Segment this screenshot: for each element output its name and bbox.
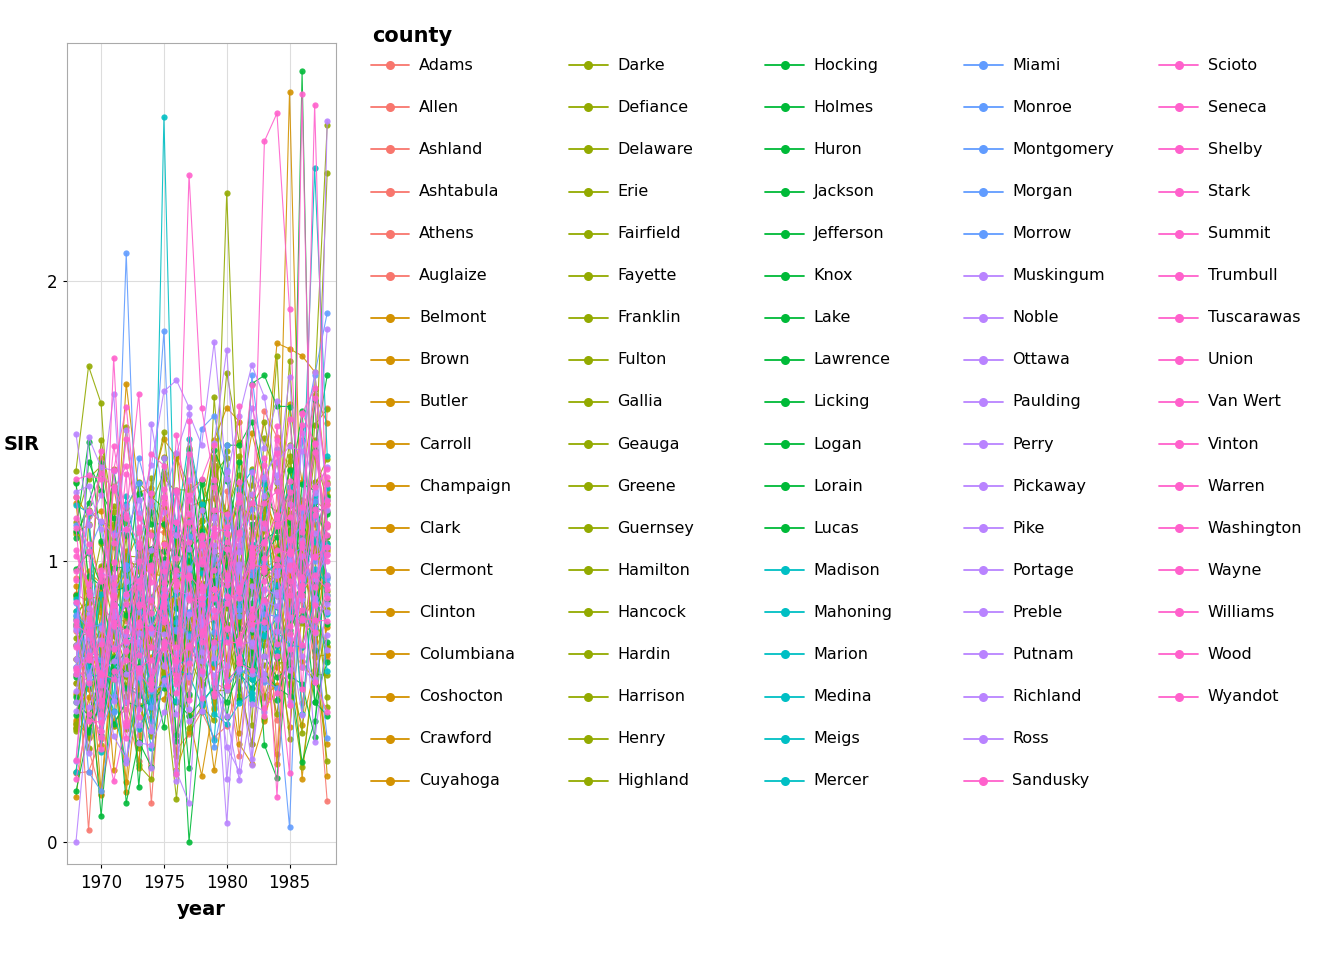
- Text: Fairfield: Fairfield: [617, 227, 681, 241]
- Text: Adams: Adams: [419, 58, 473, 73]
- Text: Harrison: Harrison: [617, 689, 685, 704]
- Text: Athens: Athens: [419, 227, 474, 241]
- Text: Trumbull: Trumbull: [1208, 268, 1277, 283]
- Text: Greene: Greene: [617, 479, 676, 493]
- Text: Highland: Highland: [617, 773, 689, 788]
- Text: Meigs: Meigs: [814, 732, 860, 746]
- Text: Hancock: Hancock: [617, 605, 687, 620]
- Text: Paulding: Paulding: [1012, 395, 1081, 410]
- Text: Monroe: Monroe: [1012, 100, 1073, 115]
- Text: Clark: Clark: [419, 520, 461, 536]
- Text: Logan: Logan: [814, 437, 863, 451]
- Text: Clermont: Clermont: [419, 563, 493, 578]
- Text: Allen: Allen: [419, 100, 460, 115]
- Text: Shelby: Shelby: [1208, 142, 1262, 157]
- Text: Fayette: Fayette: [617, 268, 677, 283]
- Text: Stark: Stark: [1208, 184, 1250, 199]
- Text: Noble: Noble: [1012, 310, 1059, 325]
- Text: Hamilton: Hamilton: [617, 563, 691, 578]
- Text: Lorain: Lorain: [814, 479, 864, 493]
- Text: Preble: Preble: [1012, 605, 1063, 620]
- Text: Delaware: Delaware: [617, 142, 694, 157]
- Text: Gallia: Gallia: [617, 395, 663, 410]
- Text: Wood: Wood: [1208, 647, 1253, 662]
- Text: Sandusky: Sandusky: [1012, 773, 1090, 788]
- Text: county: county: [372, 26, 453, 46]
- Text: Licking: Licking: [814, 395, 871, 410]
- Text: Lucas: Lucas: [814, 520, 860, 536]
- Text: Summit: Summit: [1208, 227, 1270, 241]
- Text: Putnam: Putnam: [1012, 647, 1074, 662]
- Text: Van Wert: Van Wert: [1208, 395, 1281, 410]
- Text: Wyandot: Wyandot: [1208, 689, 1279, 704]
- Text: Fulton: Fulton: [617, 352, 667, 368]
- Text: Henry: Henry: [617, 732, 665, 746]
- Text: Guernsey: Guernsey: [617, 520, 695, 536]
- Text: Muskingum: Muskingum: [1012, 268, 1105, 283]
- Text: Columbiana: Columbiana: [419, 647, 515, 662]
- Text: Butler: Butler: [419, 395, 468, 410]
- Text: Defiance: Defiance: [617, 100, 688, 115]
- Text: Jackson: Jackson: [814, 184, 875, 199]
- Text: Champaign: Champaign: [419, 479, 511, 493]
- Text: Tuscarawas: Tuscarawas: [1208, 310, 1300, 325]
- Text: Hardin: Hardin: [617, 647, 671, 662]
- Text: Seneca: Seneca: [1208, 100, 1266, 115]
- Text: Miami: Miami: [1012, 58, 1060, 73]
- Text: Ashtabula: Ashtabula: [419, 184, 500, 199]
- Text: Scioto: Scioto: [1208, 58, 1257, 73]
- Text: Holmes: Holmes: [814, 100, 874, 115]
- Text: Lawrence: Lawrence: [814, 352, 891, 368]
- Text: Portage: Portage: [1012, 563, 1074, 578]
- Text: Hocking: Hocking: [814, 58, 879, 73]
- Text: Wayne: Wayne: [1208, 563, 1262, 578]
- Text: Perry: Perry: [1012, 437, 1054, 451]
- Text: Mahoning: Mahoning: [814, 605, 892, 620]
- Text: Franklin: Franklin: [617, 310, 681, 325]
- Text: Williams: Williams: [1208, 605, 1275, 620]
- Text: Coshocton: Coshocton: [419, 689, 503, 704]
- Text: Pike: Pike: [1012, 520, 1044, 536]
- Text: Cuyahoga: Cuyahoga: [419, 773, 500, 788]
- Text: Brown: Brown: [419, 352, 469, 368]
- Text: Belmont: Belmont: [419, 310, 487, 325]
- Text: Clinton: Clinton: [419, 605, 476, 620]
- Text: Geauga: Geauga: [617, 437, 680, 451]
- Y-axis label: SIR: SIR: [4, 435, 40, 454]
- Text: Ashland: Ashland: [419, 142, 484, 157]
- Text: Erie: Erie: [617, 184, 649, 199]
- Text: Morrow: Morrow: [1012, 227, 1071, 241]
- Text: Union: Union: [1208, 352, 1254, 368]
- Text: Ross: Ross: [1012, 732, 1048, 746]
- Text: Richland: Richland: [1012, 689, 1082, 704]
- Text: Morgan: Morgan: [1012, 184, 1073, 199]
- Text: Montgomery: Montgomery: [1012, 142, 1114, 157]
- X-axis label: year: year: [177, 900, 226, 919]
- Text: Jefferson: Jefferson: [814, 227, 884, 241]
- Text: Medina: Medina: [814, 689, 872, 704]
- Text: Auglaize: Auglaize: [419, 268, 488, 283]
- Text: Marion: Marion: [814, 647, 868, 662]
- Text: Washington: Washington: [1208, 520, 1302, 536]
- Text: Madison: Madison: [814, 563, 880, 578]
- Text: Darke: Darke: [617, 58, 665, 73]
- Text: Knox: Knox: [814, 268, 853, 283]
- Text: Vinton: Vinton: [1208, 437, 1259, 451]
- Text: Lake: Lake: [814, 310, 851, 325]
- Text: Carroll: Carroll: [419, 437, 472, 451]
- Text: Huron: Huron: [814, 142, 863, 157]
- Text: Crawford: Crawford: [419, 732, 492, 746]
- Text: Pickaway: Pickaway: [1012, 479, 1086, 493]
- Text: Ottawa: Ottawa: [1012, 352, 1070, 368]
- Text: Mercer: Mercer: [814, 773, 870, 788]
- Text: Warren: Warren: [1208, 479, 1266, 493]
